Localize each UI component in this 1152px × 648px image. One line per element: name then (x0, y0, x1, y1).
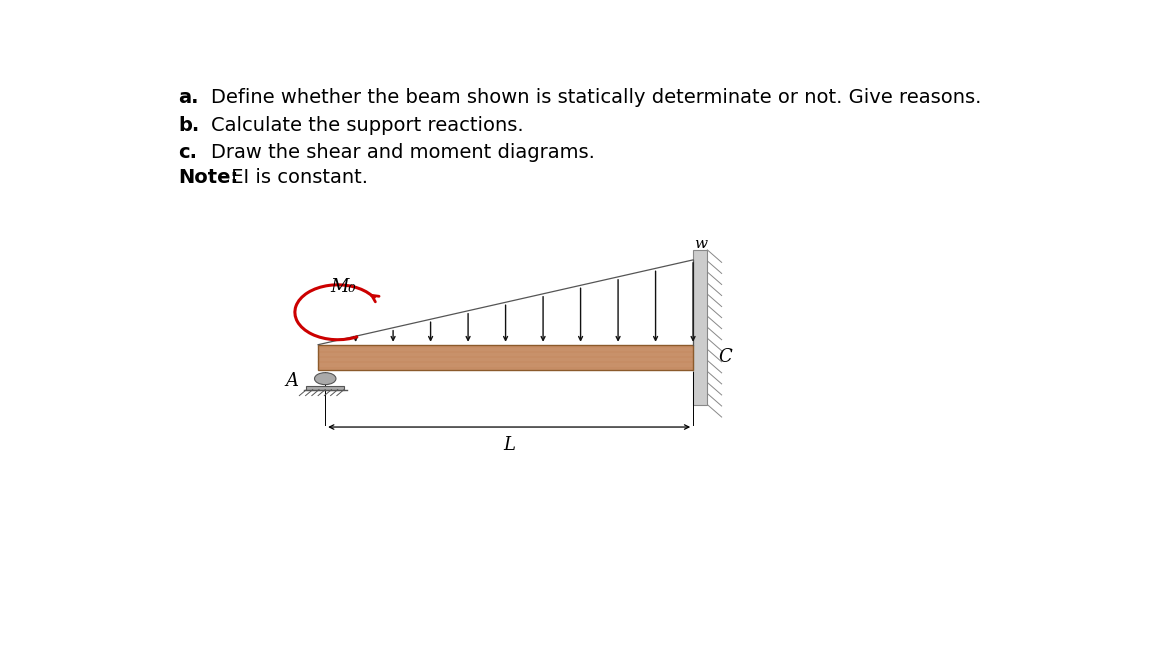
Text: w: w (694, 237, 706, 251)
Text: a.: a. (177, 88, 198, 107)
Text: Calculate the support reactions.: Calculate the support reactions. (211, 115, 524, 135)
Text: M₀: M₀ (331, 279, 356, 296)
Text: b.: b. (177, 115, 199, 135)
Text: EI is constant.: EI is constant. (226, 168, 369, 187)
Text: C: C (718, 348, 732, 366)
Circle shape (314, 373, 336, 385)
Text: L: L (503, 436, 515, 454)
Text: A: A (286, 372, 298, 390)
Text: Draw the shear and moment diagrams.: Draw the shear and moment diagrams. (211, 143, 594, 162)
Text: Define whether the beam shown is statically determinate or not. Give reasons.: Define whether the beam shown is statica… (211, 88, 982, 107)
Text: c.: c. (177, 143, 197, 162)
Text: Note:: Note: (177, 168, 238, 187)
Bar (318, 345, 694, 369)
Bar (306, 386, 344, 389)
Bar (694, 250, 707, 404)
